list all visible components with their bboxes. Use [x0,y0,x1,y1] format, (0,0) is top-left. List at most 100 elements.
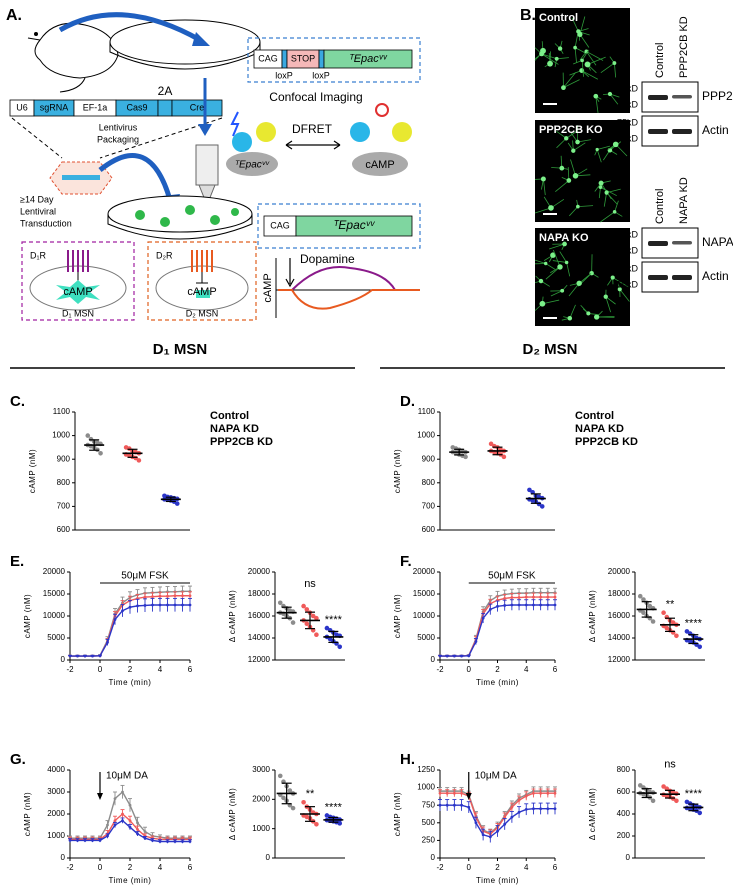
caption: Packaging [97,134,139,144]
sensor [226,152,278,176]
segment-label: EF-1a [83,102,108,112]
point [277,773,283,779]
point [445,654,449,658]
objective [195,144,219,186]
y-tick-label: 10000 [43,611,66,620]
point [517,603,521,607]
point [501,454,507,460]
point [546,791,550,795]
point [467,654,471,658]
point [452,791,456,795]
y-tick-label: 16000 [248,611,271,620]
point [452,803,456,807]
d1-response [278,266,420,291]
soma [540,176,546,182]
marker-label: 37kD [617,83,639,93]
point [546,595,550,599]
series-line [440,604,555,657]
point [91,654,94,658]
y-tick-label: 250 [422,836,436,845]
d1-box [21,241,135,321]
panel-label: A. [6,7,22,24]
panel-label: H. [400,751,415,768]
soma [594,314,600,320]
point [467,805,471,809]
y-tick-label: 800 [57,478,71,487]
x-tick-label: 2 [128,863,133,872]
point [151,595,154,599]
neurite [581,49,589,61]
loxp-site [281,49,288,69]
point [83,654,87,658]
neurite [603,192,607,207]
d2-box [147,241,257,321]
neurite [549,243,565,250]
neurite [619,289,630,302]
y-axis-label: cAMP (nM) [393,792,402,836]
soma [566,178,572,183]
x-tick-label: 6 [553,665,558,674]
neurite [579,34,590,48]
y-tick-label: 2000 [252,794,270,803]
receptor [67,250,89,272]
point [641,610,646,615]
soma [543,261,548,266]
neurite [579,16,586,35]
marker-label: 25kD [617,99,639,109]
point [460,791,463,795]
band [672,129,692,134]
point [181,840,184,843]
point [136,828,139,831]
neurite [556,138,567,149]
soma [559,165,565,171]
receptor-label: D₁R [30,250,47,260]
y-axis-label: cAMP (nM) [23,792,32,836]
y-tick-label: 400 [617,809,631,818]
soma [547,60,553,67]
dish [107,195,253,233]
point [287,788,293,793]
neurite [595,96,599,114]
y-tick-label: 900 [57,454,71,463]
arrow-head [465,793,472,800]
significance: ** [666,599,675,611]
point [121,790,124,794]
point [532,791,535,795]
point [510,596,514,599]
point [290,805,296,811]
y-tick-label: 1100 [53,407,71,416]
point [488,608,492,611]
point [697,644,703,650]
x-tick-label: 0 [467,863,472,872]
panel-label: D. [400,393,415,410]
point [650,798,656,804]
caption: Dopamine [300,252,355,266]
caption: ≥14 Day [20,194,54,204]
marker-label: 25kD [617,245,639,255]
point [670,620,676,625]
x-tick-label: -2 [436,863,444,872]
neurite [545,263,556,270]
double-arrow [285,140,341,150]
point [337,821,343,826]
point [532,807,535,811]
panel-label: E. [10,553,24,570]
point [510,603,514,607]
point [158,594,162,598]
neurite [581,70,599,80]
soma [575,139,580,145]
point [637,593,643,599]
caption: Lentiviral [20,206,56,216]
point [113,618,117,621]
point [474,821,478,825]
y-tick-label: 5000 [417,633,435,642]
point [174,501,180,506]
camp-label: cAMP [187,286,216,298]
segment-label: 2A [158,84,173,98]
point [674,798,679,804]
panel-label: C. [10,393,25,410]
dish [109,19,261,65]
significance: **** [325,614,343,626]
cell-label: D₂ MSN [186,308,219,318]
annotation: 50μM FSK [488,571,536,582]
